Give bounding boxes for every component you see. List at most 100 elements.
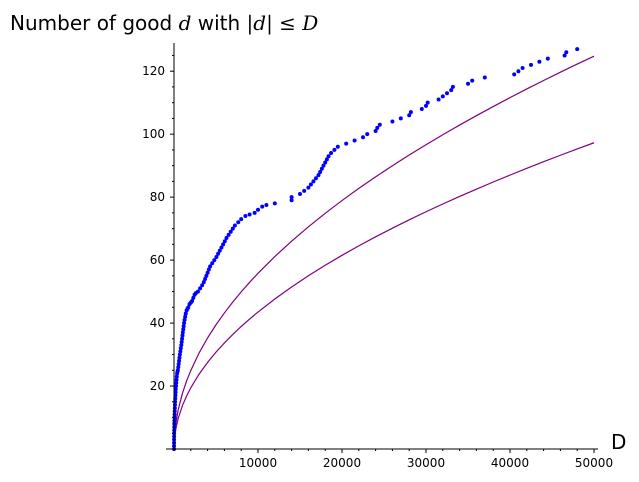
data-point <box>516 69 521 74</box>
data-point <box>176 365 181 370</box>
data-point <box>177 352 182 357</box>
data-point <box>181 324 186 329</box>
data-point <box>175 368 180 373</box>
data-point <box>183 311 188 316</box>
data-point <box>203 276 208 281</box>
data-point <box>232 223 237 228</box>
data-point <box>228 229 233 234</box>
x-tick-label: 50000 <box>575 456 613 470</box>
x-tick-label: 20000 <box>323 456 361 470</box>
data-point <box>174 374 179 379</box>
data-point <box>219 245 224 250</box>
data-point <box>176 361 181 366</box>
data-point <box>195 289 200 294</box>
data-point <box>407 113 412 118</box>
x-tick-label: 10000 <box>239 456 277 470</box>
data-point <box>575 47 580 52</box>
data-point <box>319 166 324 171</box>
data-point <box>178 349 183 354</box>
data-point <box>306 185 311 190</box>
data-point <box>212 258 217 263</box>
data-point <box>361 135 365 140</box>
data-point <box>329 151 334 156</box>
data-point <box>313 176 318 181</box>
data-point <box>512 72 517 77</box>
fit-curve <box>173 142 595 450</box>
data-point <box>200 283 205 288</box>
data-point <box>180 336 185 341</box>
data-point <box>179 343 184 348</box>
data-point <box>264 203 269 207</box>
x-tick-label: 40000 <box>491 456 529 470</box>
data-point <box>332 147 337 152</box>
data-point <box>377 122 382 127</box>
data-point <box>482 75 487 80</box>
data-point <box>204 273 209 278</box>
y-tick-label: 20 <box>150 379 165 393</box>
data-point <box>445 91 449 96</box>
data-point <box>419 106 424 111</box>
data-point <box>390 119 395 124</box>
data-point <box>470 78 475 83</box>
data-point <box>236 220 241 225</box>
data-point <box>191 295 196 300</box>
data-point <box>289 198 294 203</box>
data-point <box>256 207 260 212</box>
y-tick-label: 120 <box>142 64 165 78</box>
data-point <box>216 251 221 256</box>
data-point <box>198 286 203 291</box>
data-point <box>177 358 182 363</box>
data-point <box>174 384 179 389</box>
data-point <box>181 327 186 332</box>
data-point <box>375 125 380 130</box>
data-point <box>208 264 213 269</box>
data-point <box>180 333 185 338</box>
data-point <box>408 110 413 115</box>
data-point <box>252 210 257 215</box>
data-point <box>537 59 542 64</box>
data-point <box>226 232 231 237</box>
data-point <box>440 94 445 99</box>
data-point <box>323 160 328 165</box>
data-point <box>239 217 244 222</box>
data-point <box>425 100 430 105</box>
data-point <box>179 339 184 344</box>
data-point <box>289 195 294 200</box>
data-point <box>190 299 195 304</box>
data-point <box>449 88 454 93</box>
y-tick-label: 40 <box>150 316 165 330</box>
y-axis-ticks: 20 40 60 80 100 120 <box>142 54 174 434</box>
data-point <box>298 191 302 196</box>
data-point <box>183 314 188 319</box>
data-point <box>365 132 370 137</box>
data-point <box>344 141 349 146</box>
data-point <box>318 169 323 174</box>
data-point <box>243 214 248 219</box>
data-point <box>186 305 191 310</box>
data-point <box>302 188 307 193</box>
data-point <box>326 154 331 159</box>
data-point <box>308 182 313 187</box>
data-point <box>311 179 316 184</box>
data-point <box>260 204 265 209</box>
y-tick-label: 80 <box>150 190 165 204</box>
data-point <box>450 84 455 89</box>
y-tick-label: 100 <box>142 127 165 141</box>
x-tick-label: 30000 <box>407 456 445 470</box>
data-point <box>177 355 182 360</box>
data-point <box>180 330 185 335</box>
data-point <box>436 97 441 102</box>
data-point <box>182 317 187 322</box>
data-point <box>352 138 357 143</box>
x-axis-label: D <box>611 430 626 454</box>
data-point <box>564 50 569 55</box>
data-point <box>205 270 210 275</box>
fit-curves <box>173 55 595 450</box>
data-point <box>174 380 179 385</box>
data-point <box>174 377 179 382</box>
chart-title: Number of good d with |d| ≤ D <box>10 11 318 36</box>
data-point <box>272 201 277 206</box>
data-point <box>520 66 525 71</box>
data-point <box>335 144 340 149</box>
